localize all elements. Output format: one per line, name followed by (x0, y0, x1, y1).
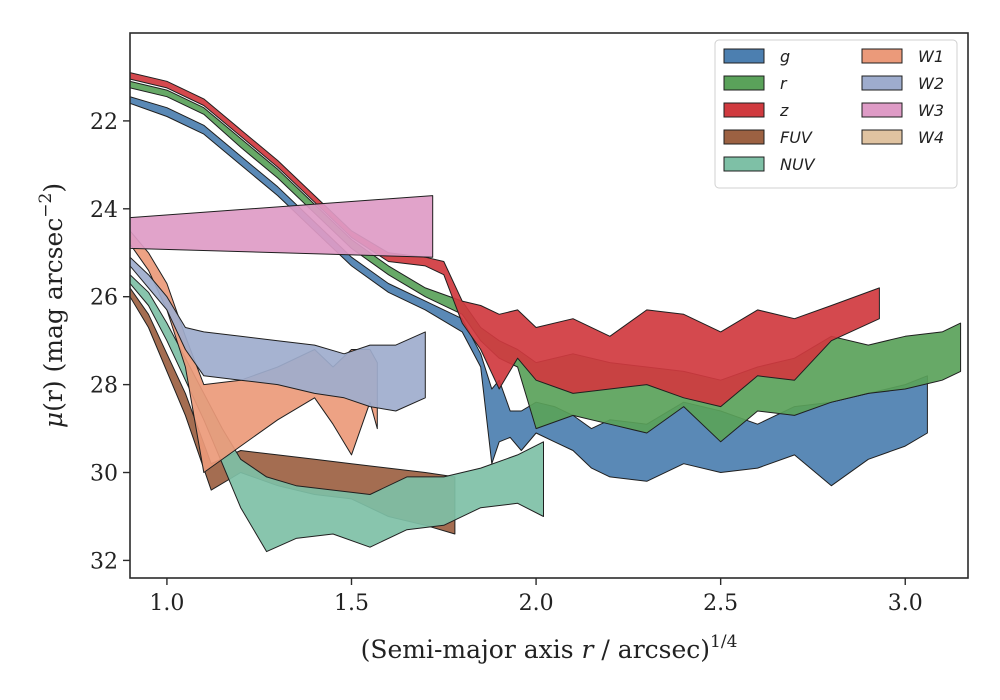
y-tick-label: 22 (90, 110, 118, 135)
legend-label-fuv: FUV (780, 128, 813, 147)
x-tick-label: 1.0 (149, 591, 184, 616)
series-band-w2 (130, 256, 426, 412)
x-axis-label: (Semi-major axis r / arcsec)1/4 (361, 632, 738, 664)
legend-swatch-r (723, 75, 765, 91)
series-band-w1 (130, 230, 378, 473)
legend-swatch-nuv (723, 156, 765, 172)
legend: grz FUV NUV W1 W2 W3 W4 (714, 39, 958, 189)
legend-label-nuv: NUV (780, 155, 816, 174)
legend-swatch-w3 (861, 102, 903, 118)
ticks-layer: 1.0 1.5 2.0 2.5 3.0 22 24 26 28 30 32 (90, 110, 923, 616)
x-tick-label: 1.5 (334, 591, 369, 616)
legend-swatch-w1 (861, 48, 903, 64)
y-tick-label: 32 (90, 549, 118, 574)
y-axis-label: μ(r) (mag arcsec−2) (36, 183, 68, 428)
legend-label-w3: W3 (918, 101, 944, 120)
legend-swatch-fuv (723, 129, 765, 145)
legend-label-g: g (780, 47, 790, 66)
series-band-w3 (130, 195, 434, 258)
y-tick-label: 30 (90, 462, 118, 487)
legend-swatch-z (723, 102, 765, 118)
series-layer (130, 72, 962, 553)
series-band-g (130, 96, 928, 487)
legend-swatch-w4 (861, 129, 903, 145)
legend-label-r: r (780, 74, 788, 93)
x-tick-label: 3.0 (888, 591, 923, 616)
legend-swatch-w2 (861, 75, 903, 91)
plot-frame (129, 32, 969, 579)
legend-label-w1: W1 (918, 47, 944, 66)
y-tick-label: 26 (90, 286, 118, 311)
legend-label-w2: W2 (918, 74, 944, 93)
legend-swatch-g (723, 48, 765, 64)
legend-label-z: z (779, 101, 789, 120)
x-tick-label: 2.0 (519, 591, 554, 616)
x-tick-label: 2.5 (703, 591, 738, 616)
legend-label-w4: W4 (918, 128, 944, 147)
y-tick-label: 24 (90, 198, 118, 223)
y-tick-label: 28 (90, 374, 118, 399)
